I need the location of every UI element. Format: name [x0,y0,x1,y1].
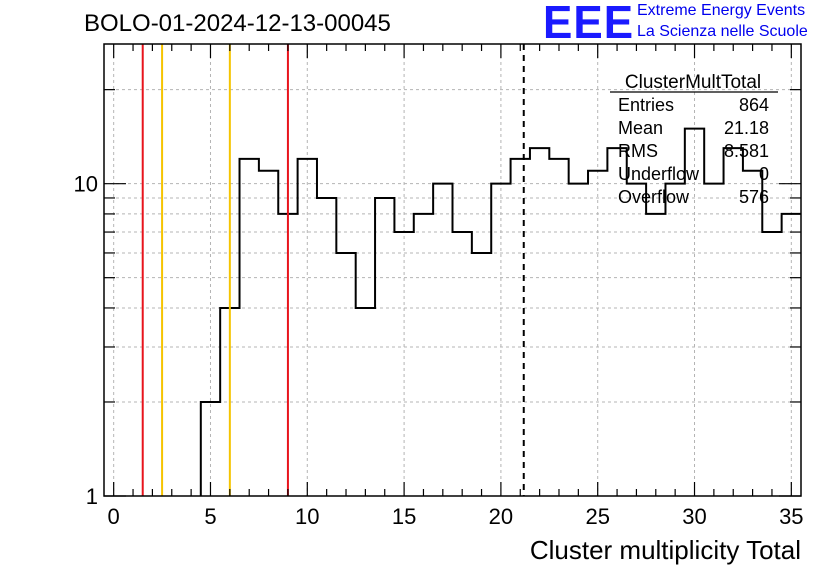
stats-value-entries: 864 [739,95,769,115]
axis-labels-layer: Cluster multiplicity Total [530,535,801,565]
axes-frame [103,43,802,497]
stats-label-underflow: Underflow [618,164,700,184]
stats-title: ClusterMultTotal [625,72,761,93]
marker-lines-layer [141,44,525,496]
histogram-layer [199,127,801,496]
eee-logo-mark: EEE [543,0,635,49]
stats-value-rms: 8.581 [724,141,769,161]
x-tick-label: 30 [682,504,706,529]
x-tick-label: 15 [392,504,416,529]
stats-label-rms: RMS [618,141,658,161]
x-tick-label: 20 [489,504,513,529]
stats-box: ClusterMultTotal Entries 864 Mean 21.18 … [610,72,778,207]
stats-label-mean: Mean [618,118,663,138]
stats-label-overflow: Overflow [618,187,690,207]
grid-layer [104,44,801,496]
tick-layer: 0 5 10 15 20 25 30 35 1 10 [74,44,804,529]
y-tick-label: 1 [86,484,98,509]
run-title: BOLO-01-2024-12-13-00045 [84,10,391,37]
stats-value-mean: 21.18 [724,118,769,138]
x-tick-label: 5 [204,504,216,529]
stats-value-underflow: 0 [759,164,769,184]
histogram-outline [199,127,801,496]
plot-frame [103,43,802,497]
y-tick-label: 10 [74,172,98,197]
x-axis-label: Cluster multiplicity Total [530,535,801,565]
logo-line-2: La Scienza nelle Scuole [637,23,808,40]
x-tick-label: 25 [585,504,609,529]
stats-value-overflow: 576 [739,187,769,207]
x-tick-label: 35 [779,504,803,529]
stats-label-entries: Entries [618,95,674,115]
logo-line-1: Extreme Energy Events [637,2,806,19]
x-tick-label: 0 [108,504,120,529]
x-tick-label: 10 [295,504,319,529]
